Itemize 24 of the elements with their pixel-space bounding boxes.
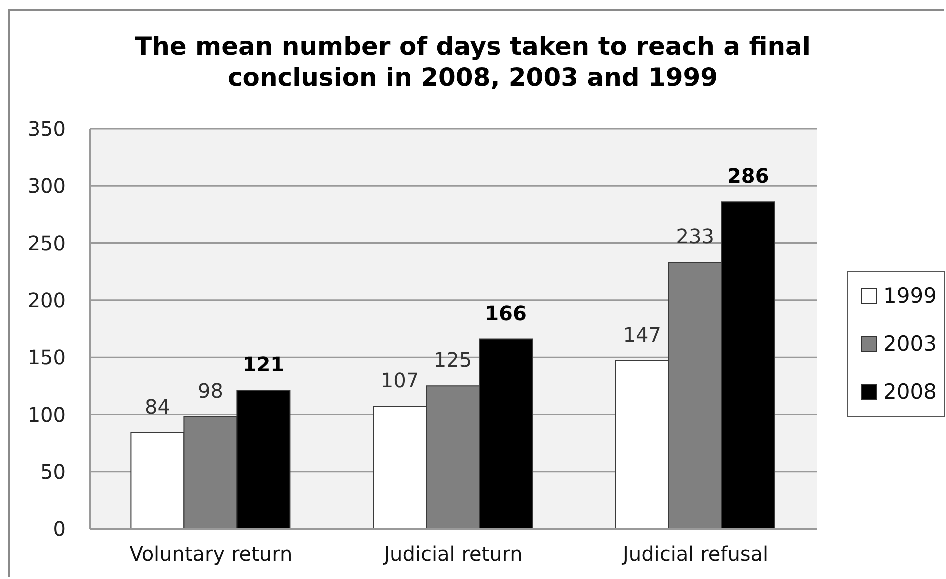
x-tick-label: Voluntary return [130,542,293,566]
data-label: 147 [623,323,662,347]
legend-label: 2008 [884,380,937,404]
y-tick-label: 50 [40,460,66,484]
data-label: 84 [144,395,170,419]
y-tick-label: 300 [28,174,66,198]
data-label: 286 [727,164,770,188]
data-label: 166 [485,301,527,326]
data-label: 121 [242,352,285,377]
y-tick-label: 250 [28,231,66,256]
data-label: 125 [434,348,472,372]
legend-label: 2003 [884,332,937,356]
data-label: 98 [198,379,224,403]
x-tick-label: Judicial return [382,542,523,566]
chart-title: The mean number of days taken to reach a final conclusion in 2008, 2003 and 1999 [134,31,812,93]
y-tick-label: 0 [53,517,66,542]
x-tick-label: Judicial refusal [621,542,769,566]
data-label: 233 [676,224,714,249]
data-label: 107 [380,368,420,393]
y-tick-label: 150 [28,346,66,370]
y-tick-label: 200 [28,288,66,313]
y-tick-label: 350 [28,117,66,142]
legend-label: 1999 [884,284,937,308]
y-tick-label: 100 [28,402,66,427]
